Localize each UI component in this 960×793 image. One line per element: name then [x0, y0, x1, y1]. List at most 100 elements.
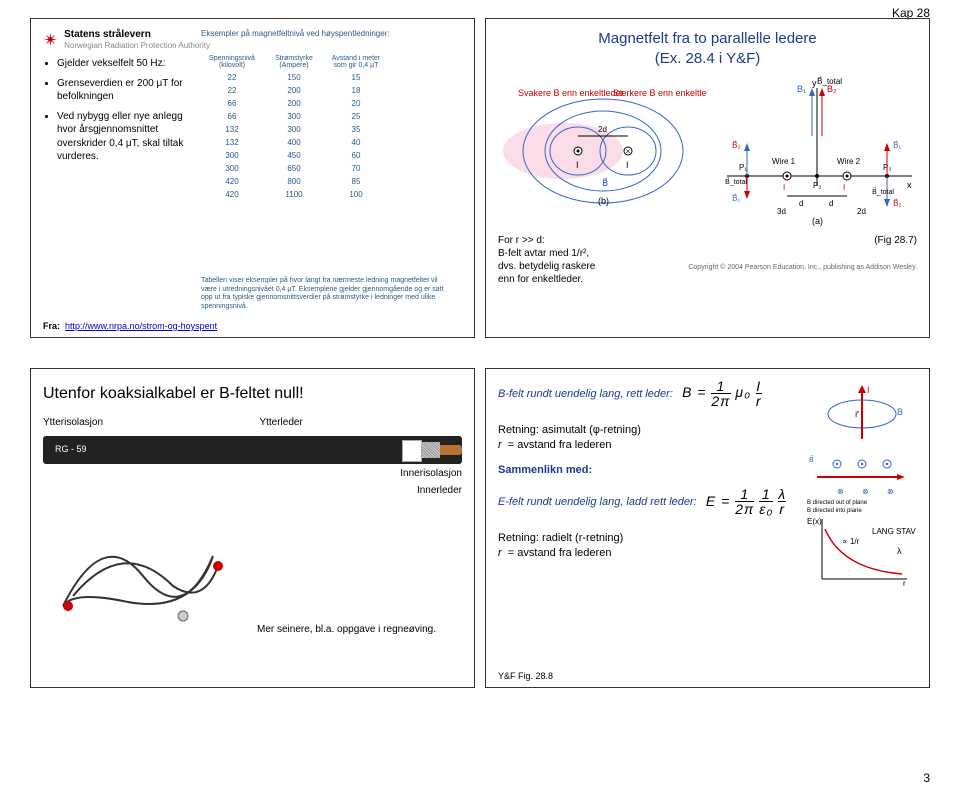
radiation-icon: ✴	[43, 30, 58, 51]
svg-text:Svakere B enn enkeltleder: Svakere B enn enkeltleder	[518, 88, 624, 98]
source-link[interactable]: http://www.nrpa.no/strom-og-hoyspent	[65, 321, 217, 331]
svg-text:λ: λ	[897, 546, 902, 556]
source-label: Fra:	[43, 321, 60, 331]
table-title: Eksempler på magnetfeltnivå ved høyspent…	[201, 29, 390, 38]
svg-text:∝ 1/r: ∝ 1/r	[842, 537, 860, 546]
table-row: 4201100100	[201, 188, 387, 201]
svg-text:⊗: ⊗	[887, 487, 894, 496]
e-formula: E = 12π 1ε₀ λr	[706, 493, 786, 509]
label-ytterisolasjon: Ytterisolasjon	[43, 417, 103, 428]
svg-text:Wire 1: Wire 1	[772, 157, 796, 166]
svg-text:B⃗: B⃗	[809, 455, 814, 464]
svg-text:2d: 2d	[598, 125, 607, 134]
panel2-title: Magnetfelt fra to parallelle ledere (Ex.…	[498, 29, 917, 68]
table-row: 13230035	[201, 123, 387, 136]
svg-text:3d: 3d	[777, 207, 786, 216]
yf-ref: Y&F Fig. 28.8	[498, 671, 553, 681]
svg-text:I: I	[867, 385, 870, 395]
th: Avstand i meter som gir 0,4 μT	[325, 53, 387, 71]
table-header-row: Spenningsnivå (kilovolt) Strømstyrke (Am…	[201, 53, 387, 71]
svg-text:B⃗_total: B⃗_total	[817, 76, 842, 86]
svg-text:(a): (a)	[812, 216, 823, 226]
panel-parallel-wires: Magnetfelt fra to parallelle ledere (Ex.…	[485, 18, 930, 338]
svg-text:P₁: P₁	[739, 163, 747, 172]
table-row: 30065070	[201, 162, 387, 175]
svg-text:r: r	[903, 579, 906, 588]
bullet-item: Ved nybygg eller nye anlegg hvor årsgjen…	[57, 110, 197, 164]
panel-coax: Utenfor koaksialkabel er B-feltet null! …	[30, 368, 475, 688]
logo-text: Statens strålevern Norwegian Radiation P…	[64, 29, 210, 51]
table-row: 2220018	[201, 84, 387, 97]
bullet-item: Grenseverdien er 200 μT for befolkningen	[57, 77, 197, 104]
table-row: 42080085	[201, 175, 387, 188]
row-1: ✴ Statens strålevern Norwegian Radiation…	[30, 18, 930, 338]
svg-text:B₁: B₁	[797, 84, 806, 94]
svg-text:B directed out of plane: B directed out of plane	[807, 500, 868, 506]
svg-text:x: x	[907, 180, 912, 190]
cable-dielectric	[402, 440, 422, 462]
svg-text:I: I	[576, 160, 579, 170]
e-graph: E(x) r ∝ 1/r LANG STAV λ	[807, 514, 917, 594]
table-caption: Tabellen viser eksempler på hvor langt f…	[201, 277, 451, 311]
svg-text:B: B	[897, 407, 903, 417]
e-field-section: E-felt rundt uendelig lang, ladd rett le…	[498, 487, 791, 561]
svg-text:I: I	[626, 160, 629, 170]
rg59-label: RG - 59	[55, 444, 87, 454]
svg-text:B⃗₂: B⃗₂	[732, 140, 741, 150]
label-innerisolasjon: Innerisolasjon	[400, 468, 462, 479]
panel-compare-fields: B-felt rundt uendelig lang, rett leder: …	[485, 368, 930, 688]
compare-heading: Sammenlikn med:	[498, 463, 791, 478]
cable-core	[440, 445, 462, 455]
table-row: 2215015	[201, 71, 387, 84]
svg-text:B⃗₁: B⃗₁	[893, 140, 901, 150]
panel-radiation-table: ✴ Statens strålevern Norwegian Radiation…	[30, 18, 475, 338]
svg-text:E(x): E(x)	[807, 517, 822, 526]
svg-text:d: d	[799, 199, 803, 208]
b-out-diagram: ⊗ ⊗ ⊗ B⃗ B directed out of plane	[807, 452, 917, 507]
field-loops-figure: × I I 2d B⃗ Svakere B enn enkeltleder St…	[498, 76, 707, 206]
page-number: 3	[923, 771, 930, 785]
fig-ref: (Fig 28.7) Copyright © 2004 Pearson Educ…	[688, 234, 917, 286]
table-row: 6630025	[201, 110, 387, 123]
coax-cable-graphic: RG - 59	[43, 436, 462, 464]
data-table: Spenningsnivå (kilovolt) Strømstyrke (Am…	[201, 53, 387, 201]
bullet-item: Gjelder vekselfelt 50 Hz:	[57, 57, 197, 71]
b-formula: B = 12π μ₀ Ir	[682, 384, 762, 400]
svg-text:Sterkere B enn enkeltleder: Sterkere B enn enkeltleder	[613, 88, 707, 98]
svg-text:⊗: ⊗	[862, 487, 869, 496]
logo-sub: Norwegian Radiation Protection Authority	[64, 41, 210, 50]
page: Kap 28 ✴ Statens strålevern Norwegian Ra…	[0, 0, 960, 793]
th: Strømstyrke (Ampere)	[263, 53, 325, 71]
coiled-cable-image	[43, 506, 243, 636]
th: Spenningsnivå (kilovolt)	[201, 53, 263, 71]
svg-text:(b): (b)	[598, 196, 609, 206]
svg-text:LANG STAV: LANG STAV	[872, 527, 916, 536]
svg-text:I: I	[783, 183, 785, 192]
svg-text:r⃗: r⃗	[855, 410, 859, 419]
svg-text:Wire 2: Wire 2	[837, 157, 861, 166]
more-note: Mer seinere, bl.a. oppgave i regneøving.	[257, 623, 436, 636]
svg-text:I: I	[843, 183, 845, 192]
vector-figure: y x Wire 1 Wire 2 I I P₁ P₂ P₃	[717, 76, 917, 226]
label-innerleder: Innerleder	[417, 485, 462, 496]
b-field-diagram: I B r⃗	[807, 379, 917, 449]
table-row: 6620020	[201, 97, 387, 110]
bullet-list: Gjelder vekselfelt 50 Hz: Grenseverdien …	[57, 57, 197, 164]
svg-text:2d: 2d	[857, 207, 866, 216]
coax-heading: Utenfor koaksialkabel er B-feltet null!	[43, 385, 462, 403]
mini-diagrams: I B r⃗ ⊗ ⊗ ⊗ B⃗ B directed ou	[807, 379, 917, 597]
row-2: Utenfor koaksialkabel er B-feltet null! …	[30, 368, 930, 688]
svg-text:B⃗_total: B⃗_total	[725, 177, 747, 186]
svg-text:×: ×	[626, 147, 631, 156]
table-row: 30045060	[201, 149, 387, 162]
logo-name: Statens strålevern	[64, 29, 151, 40]
label-ytterleder: Ytterleder	[259, 417, 302, 428]
svg-text:⊗: ⊗	[837, 487, 844, 496]
b-field-section: B-felt rundt uendelig lang, rett leder: …	[498, 379, 791, 453]
note-block: For r >> d: B-felt avtar med 1/r², dvs. …	[498, 234, 595, 286]
svg-text:d: d	[829, 199, 833, 208]
table-row: 13240040	[201, 136, 387, 149]
svg-text:B⃗: B⃗	[602, 177, 608, 188]
source-line: Fra: http://www.nrpa.no/strom-og-hoyspen…	[43, 321, 217, 331]
svg-text:B⃗_total: B⃗_total	[872, 187, 894, 196]
